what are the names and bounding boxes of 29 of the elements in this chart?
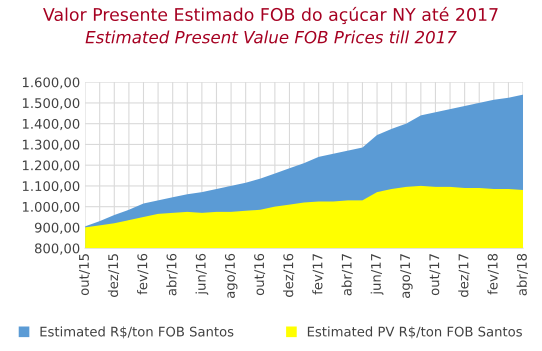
x-tick-label: out/16 bbox=[254, 254, 266, 296]
x-tick-label: abr/16 bbox=[166, 254, 178, 296]
y-tick-label: 1.600,00 bbox=[22, 77, 80, 89]
y-tick-label: 1.200,00 bbox=[22, 160, 80, 172]
chart-subtitle: Estimated Present Value FOB Prices till 2017 bbox=[86, 30, 457, 44]
x-tick-label: jun/16 bbox=[195, 254, 208, 295]
x-tick-label: ago/16 bbox=[224, 254, 238, 298]
x-tick-label: jun/17 bbox=[370, 254, 384, 295]
y-tick-label: 900,00 bbox=[34, 222, 80, 234]
x-tick-label: out/17 bbox=[429, 254, 440, 296]
x-tick-label: dez/15 bbox=[108, 254, 120, 297]
legend-label: Estimated PV R$/ton FOB Santos bbox=[308, 326, 522, 338]
y-tick-label: 1.400,00 bbox=[22, 118, 80, 130]
chart-title: Valor Presente Estimado FOB do açúcar NY até 2017 bbox=[43, 6, 498, 24]
x-tick-label: fev/18 bbox=[487, 254, 499, 295]
y-tick-label: 1.500,00 bbox=[22, 98, 80, 110]
y-tick-label: 800,00 bbox=[34, 243, 80, 255]
x-tick-label: dez/17 bbox=[458, 254, 470, 297]
x-tick-label: fev/16 bbox=[137, 254, 148, 295]
x-tick-label: dez/16 bbox=[283, 254, 294, 297]
x-tick-label: abr/18 bbox=[516, 254, 528, 296]
x-tick-label: out/15 bbox=[79, 254, 90, 296]
x-tick-label: fev/17 bbox=[312, 254, 324, 295]
legend-label: Estimated R$/ton FOB Santos bbox=[40, 326, 234, 338]
y-tick-label: 1.300,00 bbox=[22, 140, 80, 151]
y-tick-label: 1.100,00 bbox=[22, 181, 80, 192]
x-tick-label: abr/17 bbox=[341, 254, 353, 296]
y-tick-label: 1.000,00 bbox=[22, 202, 80, 214]
x-tick-label: ago/17 bbox=[400, 254, 413, 298]
